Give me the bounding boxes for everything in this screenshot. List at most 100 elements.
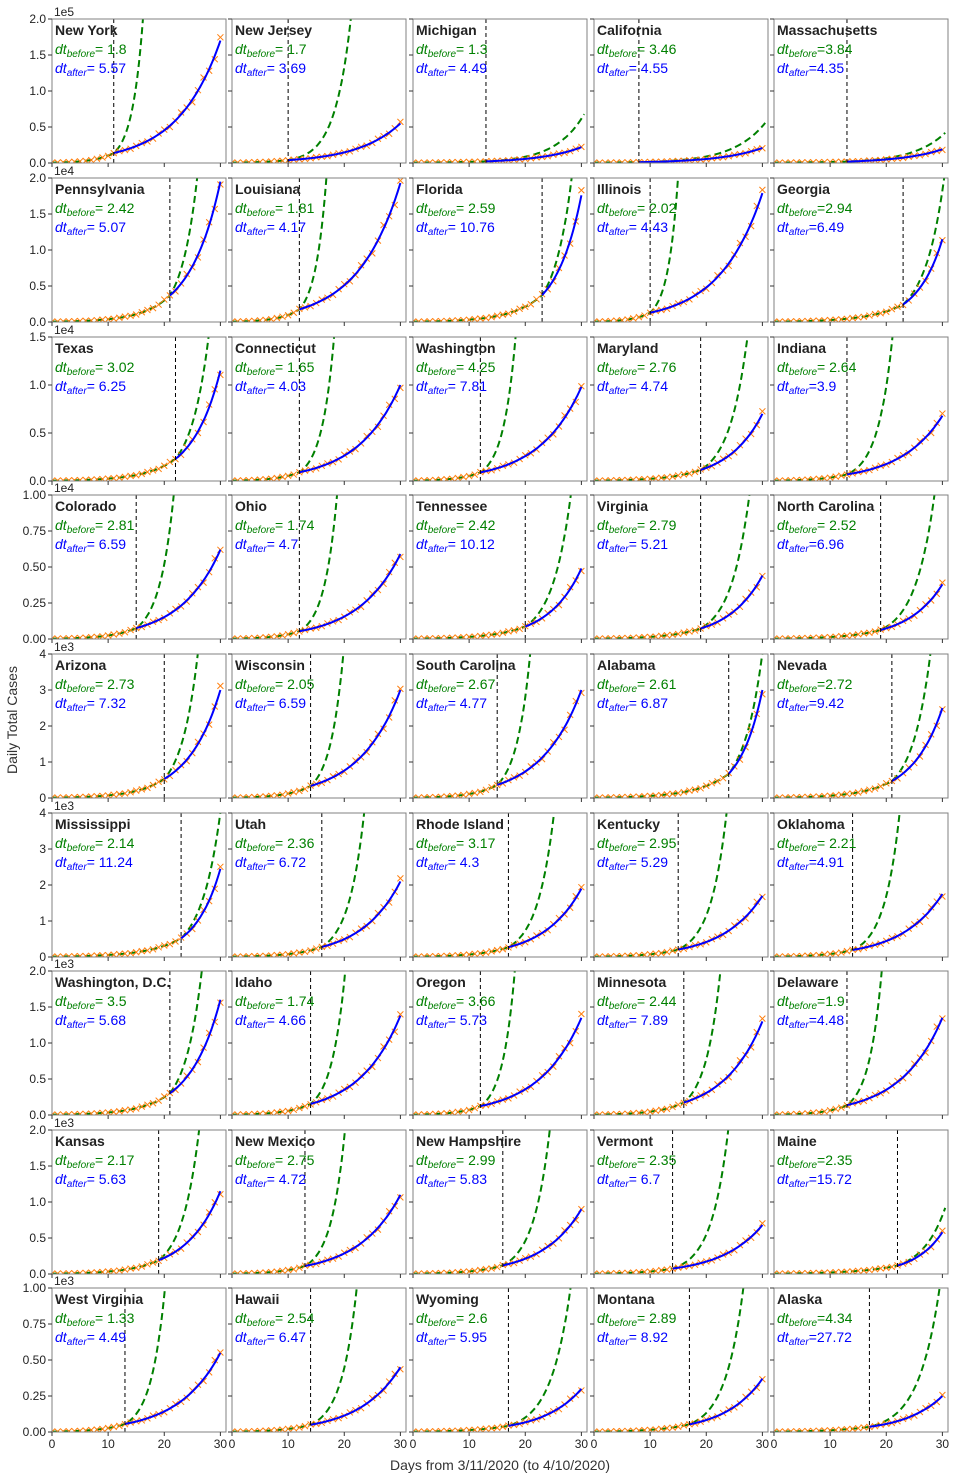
data-point [798, 1427, 806, 1432]
data-point [821, 317, 828, 322]
state-name: Ohio [235, 498, 267, 514]
data-point [843, 632, 851, 639]
dt-after-subscript: after [247, 703, 268, 714]
state-name: Utah [235, 816, 266, 832]
data-point [245, 1269, 253, 1274]
data-point [493, 781, 501, 789]
panel-border [593, 494, 769, 640]
plot-area [413, 178, 585, 322]
dt-before-symbol: dt [416, 835, 429, 851]
data-point [116, 314, 123, 322]
after-fit-line [508, 888, 583, 949]
after-fit-line [672, 1224, 764, 1270]
data-point [578, 883, 585, 891]
dt-before-symbol: dt [777, 1310, 790, 1326]
dt-before-text: dtbefore= 2.14 [55, 835, 135, 854]
data-point [607, 1270, 615, 1274]
data-point [217, 682, 224, 690]
y-tick-label: 1.00 [23, 1281, 47, 1295]
y-tick-label: 2.0 [29, 171, 46, 185]
data-point [691, 786, 699, 793]
data-point [669, 473, 676, 480]
y-scale-exponent: 1e4 [54, 481, 74, 495]
dt-after-subscript: after [609, 1020, 630, 1031]
data-point [65, 477, 73, 481]
data-point [871, 785, 879, 792]
data-point [601, 1428, 609, 1432]
data-point [624, 1269, 632, 1274]
y-tick-label: 1.5 [29, 207, 46, 221]
data-point [59, 1270, 67, 1274]
data-point [781, 1111, 789, 1115]
data-point [826, 633, 834, 639]
data-point [849, 314, 856, 322]
data-point [607, 1428, 615, 1432]
data-point [499, 1423, 507, 1431]
data-point [279, 1267, 286, 1274]
data-point [793, 1427, 800, 1432]
data-point [510, 627, 518, 634]
data-point [663, 1424, 671, 1432]
data-point [307, 947, 314, 954]
dt-after-symbol: dt [416, 854, 429, 870]
data-point [774, 318, 778, 322]
y-scale-exponent: 1e3 [54, 957, 74, 971]
data-point [613, 793, 620, 798]
data-point [110, 1108, 118, 1115]
data-point [594, 794, 598, 798]
plot-area [52, 178, 224, 322]
state-name: Hawaii [235, 1291, 279, 1307]
data-point [882, 1264, 890, 1272]
data-point [443, 793, 451, 798]
dt-after-value: = 6.25 [87, 378, 127, 394]
data-point [239, 159, 247, 163]
data-point [477, 1426, 484, 1432]
dt-after-value: = 6.72 [267, 854, 307, 870]
state-name: Alaska [777, 1291, 822, 1307]
data-point [578, 1010, 585, 1018]
after-fit-line [846, 1017, 944, 1107]
dt-before-value: = 1.7 [275, 41, 307, 57]
data-point [59, 477, 67, 481]
dt-before-text: dtbefore= 2.17 [55, 1152, 135, 1171]
data-point [413, 159, 417, 163]
data-point [860, 1424, 868, 1431]
dt-before-symbol: dt [416, 41, 429, 57]
data-point [284, 1266, 292, 1274]
data-point [578, 382, 585, 390]
data-point [826, 1106, 834, 1114]
plot-area [232, 1288, 404, 1432]
dt-before-text: dtbefore= 2.02 [597, 200, 677, 219]
data-series [52, 1190, 224, 1274]
dt-before-subscript: before [247, 208, 276, 219]
after-fit-line [158, 1190, 222, 1262]
data-point [815, 951, 823, 957]
data-point [138, 947, 146, 955]
plot-area [52, 337, 224, 481]
panel-border [412, 18, 588, 164]
dt-before-symbol: dt [777, 835, 790, 851]
panel-border [231, 336, 407, 482]
data-point [882, 779, 890, 787]
data-point [267, 158, 275, 163]
data-point [52, 159, 56, 163]
data-point [691, 627, 699, 634]
dt-before-subscript: before [609, 1160, 638, 1171]
data-point [493, 630, 501, 638]
data-point [251, 317, 258, 322]
state-name: New Mexico [235, 1133, 315, 1149]
data-point [121, 313, 129, 321]
dt-after-value: = 4.43 [629, 219, 669, 235]
dt-before-symbol: dt [416, 200, 429, 216]
data-point [613, 1427, 620, 1432]
data-point [454, 1427, 462, 1432]
dt-after-text: dtafter= 11.24 [55, 854, 133, 873]
data-point [149, 304, 157, 312]
data-point [432, 159, 439, 163]
dt-before-text: dtbefore= 2.35 [597, 1152, 677, 1171]
data-series [52, 863, 224, 957]
y-tick-label: 1.0 [29, 1195, 46, 1209]
data-point [629, 1269, 637, 1274]
